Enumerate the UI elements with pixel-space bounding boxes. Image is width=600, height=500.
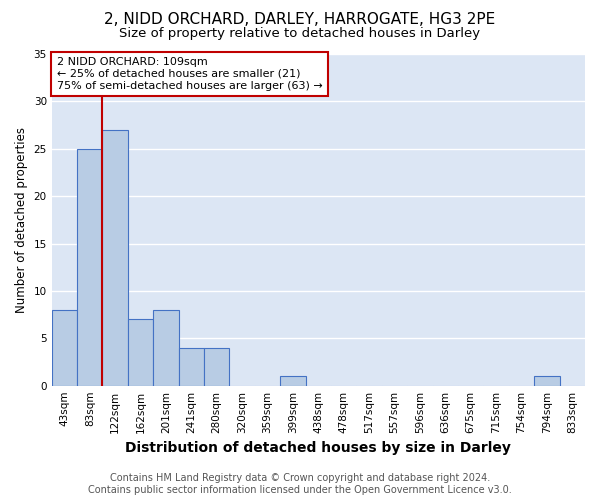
Bar [179, 348, 204, 386]
Bar [280, 376, 305, 386]
Bar [153, 310, 179, 386]
Bar [103, 130, 128, 386]
X-axis label: Distribution of detached houses by size in Darley: Distribution of detached houses by size … [125, 441, 511, 455]
Bar [128, 320, 153, 386]
Bar [534, 376, 560, 386]
Y-axis label: Number of detached properties: Number of detached properties [15, 127, 28, 313]
Text: 2, NIDD ORCHARD, DARLEY, HARROGATE, HG3 2PE: 2, NIDD ORCHARD, DARLEY, HARROGATE, HG3 … [104, 12, 496, 28]
Bar [204, 348, 229, 386]
Bar [77, 149, 103, 386]
Bar [52, 310, 77, 386]
Text: Size of property relative to detached houses in Darley: Size of property relative to detached ho… [119, 28, 481, 40]
Text: Contains HM Land Registry data © Crown copyright and database right 2024.
Contai: Contains HM Land Registry data © Crown c… [88, 474, 512, 495]
Text: 2 NIDD ORCHARD: 109sqm
← 25% of detached houses are smaller (21)
75% of semi-det: 2 NIDD ORCHARD: 109sqm ← 25% of detached… [57, 58, 323, 90]
